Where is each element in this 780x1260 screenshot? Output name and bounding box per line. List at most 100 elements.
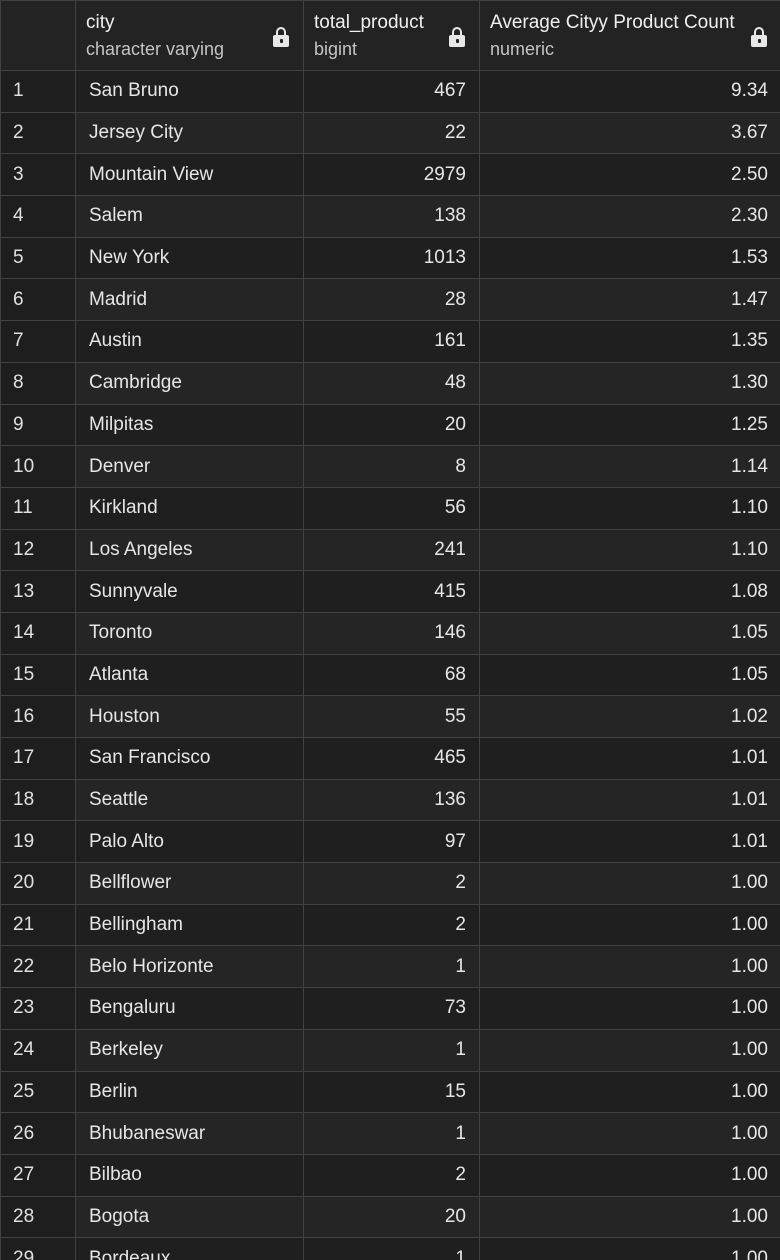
row-number-cell[interactable]: 18 [0,778,76,822]
city-cell[interactable]: Austin [75,320,304,363]
total-product-cell[interactable]: 56 [303,486,480,530]
city-cell[interactable]: Cambridge [75,361,304,405]
total-product-cell[interactable]: 138 [303,195,480,238]
total-product-cell[interactable]: 48 [303,361,480,405]
city-cell[interactable]: Bhubaneswar [75,1112,304,1155]
city-cell[interactable]: San Bruno [75,70,304,113]
average-count-cell[interactable]: 1.14 [479,445,780,488]
row-number-cell[interactable]: 26 [0,1112,76,1155]
average-count-cell[interactable]: 1.10 [479,486,780,530]
row-number-cell[interactable]: 10 [0,445,76,488]
total-product-cell[interactable]: 136 [303,778,480,822]
city-cell[interactable]: Madrid [75,278,304,322]
total-product-cell[interactable]: 1 [303,1112,480,1155]
city-cell[interactable]: New York [75,236,304,280]
average-count-cell[interactable]: 1.02 [479,695,780,738]
city-cell[interactable]: Milpitas [75,403,304,447]
row-number-cell[interactable]: 22 [0,945,76,989]
city-cell[interactable]: Atlanta [75,653,304,697]
total-product-cell[interactable]: 415 [303,570,480,613]
average-count-cell[interactable]: 1.00 [479,862,780,905]
average-count-cell[interactable]: 1.25 [479,403,780,447]
row-number-cell[interactable]: 4 [0,195,76,238]
total-product-cell[interactable]: 1 [303,945,480,989]
table-row[interactable]: 10 Denver 8 1.14 [0,445,780,488]
city-cell[interactable]: Mountain View [75,153,304,197]
row-number-cell[interactable]: 11 [0,486,76,530]
average-count-cell[interactable]: 1.00 [479,903,780,947]
row-number-cell[interactable]: 29 [0,1237,76,1260]
total-product-cell[interactable]: 20 [303,403,480,447]
row-number-cell[interactable]: 2 [0,111,76,155]
city-cell[interactable]: San Francisco [75,737,304,780]
row-number-cell[interactable]: 16 [0,695,76,738]
average-count-cell[interactable]: 1.00 [479,945,780,989]
column-header-total-product[interactable]: total_product bigint [303,0,480,71]
row-number-cell[interactable]: 5 [0,236,76,280]
average-count-cell[interactable]: 1.05 [479,611,780,655]
city-cell[interactable]: Bellflower [75,862,304,905]
total-product-cell[interactable]: 20 [303,1195,480,1239]
average-count-cell[interactable]: 2.30 [479,195,780,238]
average-count-cell[interactable]: 1.01 [479,820,780,864]
table-row[interactable]: 16 Houston 55 1.02 [0,695,780,738]
table-row[interactable]: 2 Jersey City 22 3.67 [0,111,780,155]
row-number-header[interactable] [0,0,76,71]
table-row[interactable]: 6 Madrid 28 1.47 [0,278,780,322]
total-product-cell[interactable]: 146 [303,611,480,655]
table-row[interactable]: 12 Los Angeles 241 1.10 [0,528,780,572]
table-row[interactable]: 23 Bengaluru 73 1.00 [0,987,780,1030]
total-product-cell[interactable]: 241 [303,528,480,572]
table-row[interactable]: 17 San Francisco 465 1.01 [0,737,780,780]
total-product-cell[interactable]: 1 [303,1237,480,1260]
table-row[interactable]: 4 Salem 138 2.30 [0,195,780,238]
table-row[interactable]: 9 Milpitas 20 1.25 [0,403,780,447]
total-product-cell[interactable]: 8 [303,445,480,488]
column-header-average-product-count[interactable]: Average Cityy Product Count numeric [479,0,780,71]
city-cell[interactable]: Los Angeles [75,528,304,572]
city-cell[interactable]: Jersey City [75,111,304,155]
table-row[interactable]: 8 Cambridge 48 1.30 [0,361,780,405]
table-row[interactable]: 15 Atlanta 68 1.05 [0,653,780,697]
city-cell[interactable]: Salem [75,195,304,238]
total-product-cell[interactable]: 73 [303,987,480,1030]
table-row[interactable]: 25 Berlin 15 1.00 [0,1070,780,1114]
total-product-cell[interactable]: 2 [303,862,480,905]
table-row[interactable]: 21 Bellingham 2 1.00 [0,903,780,947]
row-number-cell[interactable]: 19 [0,820,76,864]
row-number-cell[interactable]: 17 [0,737,76,780]
city-cell[interactable]: Bilbao [75,1153,304,1197]
average-count-cell[interactable]: 1.30 [479,361,780,405]
table-row[interactable]: 14 Toronto 146 1.05 [0,611,780,655]
city-cell[interactable]: Palo Alto [75,820,304,864]
row-number-cell[interactable]: 27 [0,1153,76,1197]
row-number-cell[interactable]: 13 [0,570,76,613]
table-row[interactable]: 5 New York 1013 1.53 [0,236,780,280]
table-row[interactable]: 11 Kirkland 56 1.10 [0,486,780,530]
average-count-cell[interactable]: 1.10 [479,528,780,572]
row-number-cell[interactable]: 14 [0,611,76,655]
total-product-cell[interactable]: 2 [303,903,480,947]
city-cell[interactable]: Bordeaux [75,1237,304,1260]
average-count-cell[interactable]: 1.00 [479,1028,780,1072]
average-count-cell[interactable]: 1.00 [479,1070,780,1114]
total-product-cell[interactable]: 1013 [303,236,480,280]
total-product-cell[interactable]: 15 [303,1070,480,1114]
row-number-cell[interactable]: 15 [0,653,76,697]
city-cell[interactable]: Sunnyvale [75,570,304,613]
city-cell[interactable]: Seattle [75,778,304,822]
table-row[interactable]: 19 Palo Alto 97 1.01 [0,820,780,864]
city-cell[interactable]: Toronto [75,611,304,655]
column-header-city[interactable]: city character varying [75,0,304,71]
total-product-cell[interactable]: 2 [303,1153,480,1197]
table-row[interactable]: 7 Austin 161 1.35 [0,320,780,363]
total-product-cell[interactable]: 22 [303,111,480,155]
row-number-cell[interactable]: 12 [0,528,76,572]
table-row[interactable]: 27 Bilbao 2 1.00 [0,1153,780,1197]
total-product-cell[interactable]: 28 [303,278,480,322]
city-cell[interactable]: Denver [75,445,304,488]
table-row[interactable]: 22 Belo Horizonte 1 1.00 [0,945,780,989]
row-number-cell[interactable]: 9 [0,403,76,447]
average-count-cell[interactable]: 1.00 [479,987,780,1030]
row-number-cell[interactable]: 8 [0,361,76,405]
